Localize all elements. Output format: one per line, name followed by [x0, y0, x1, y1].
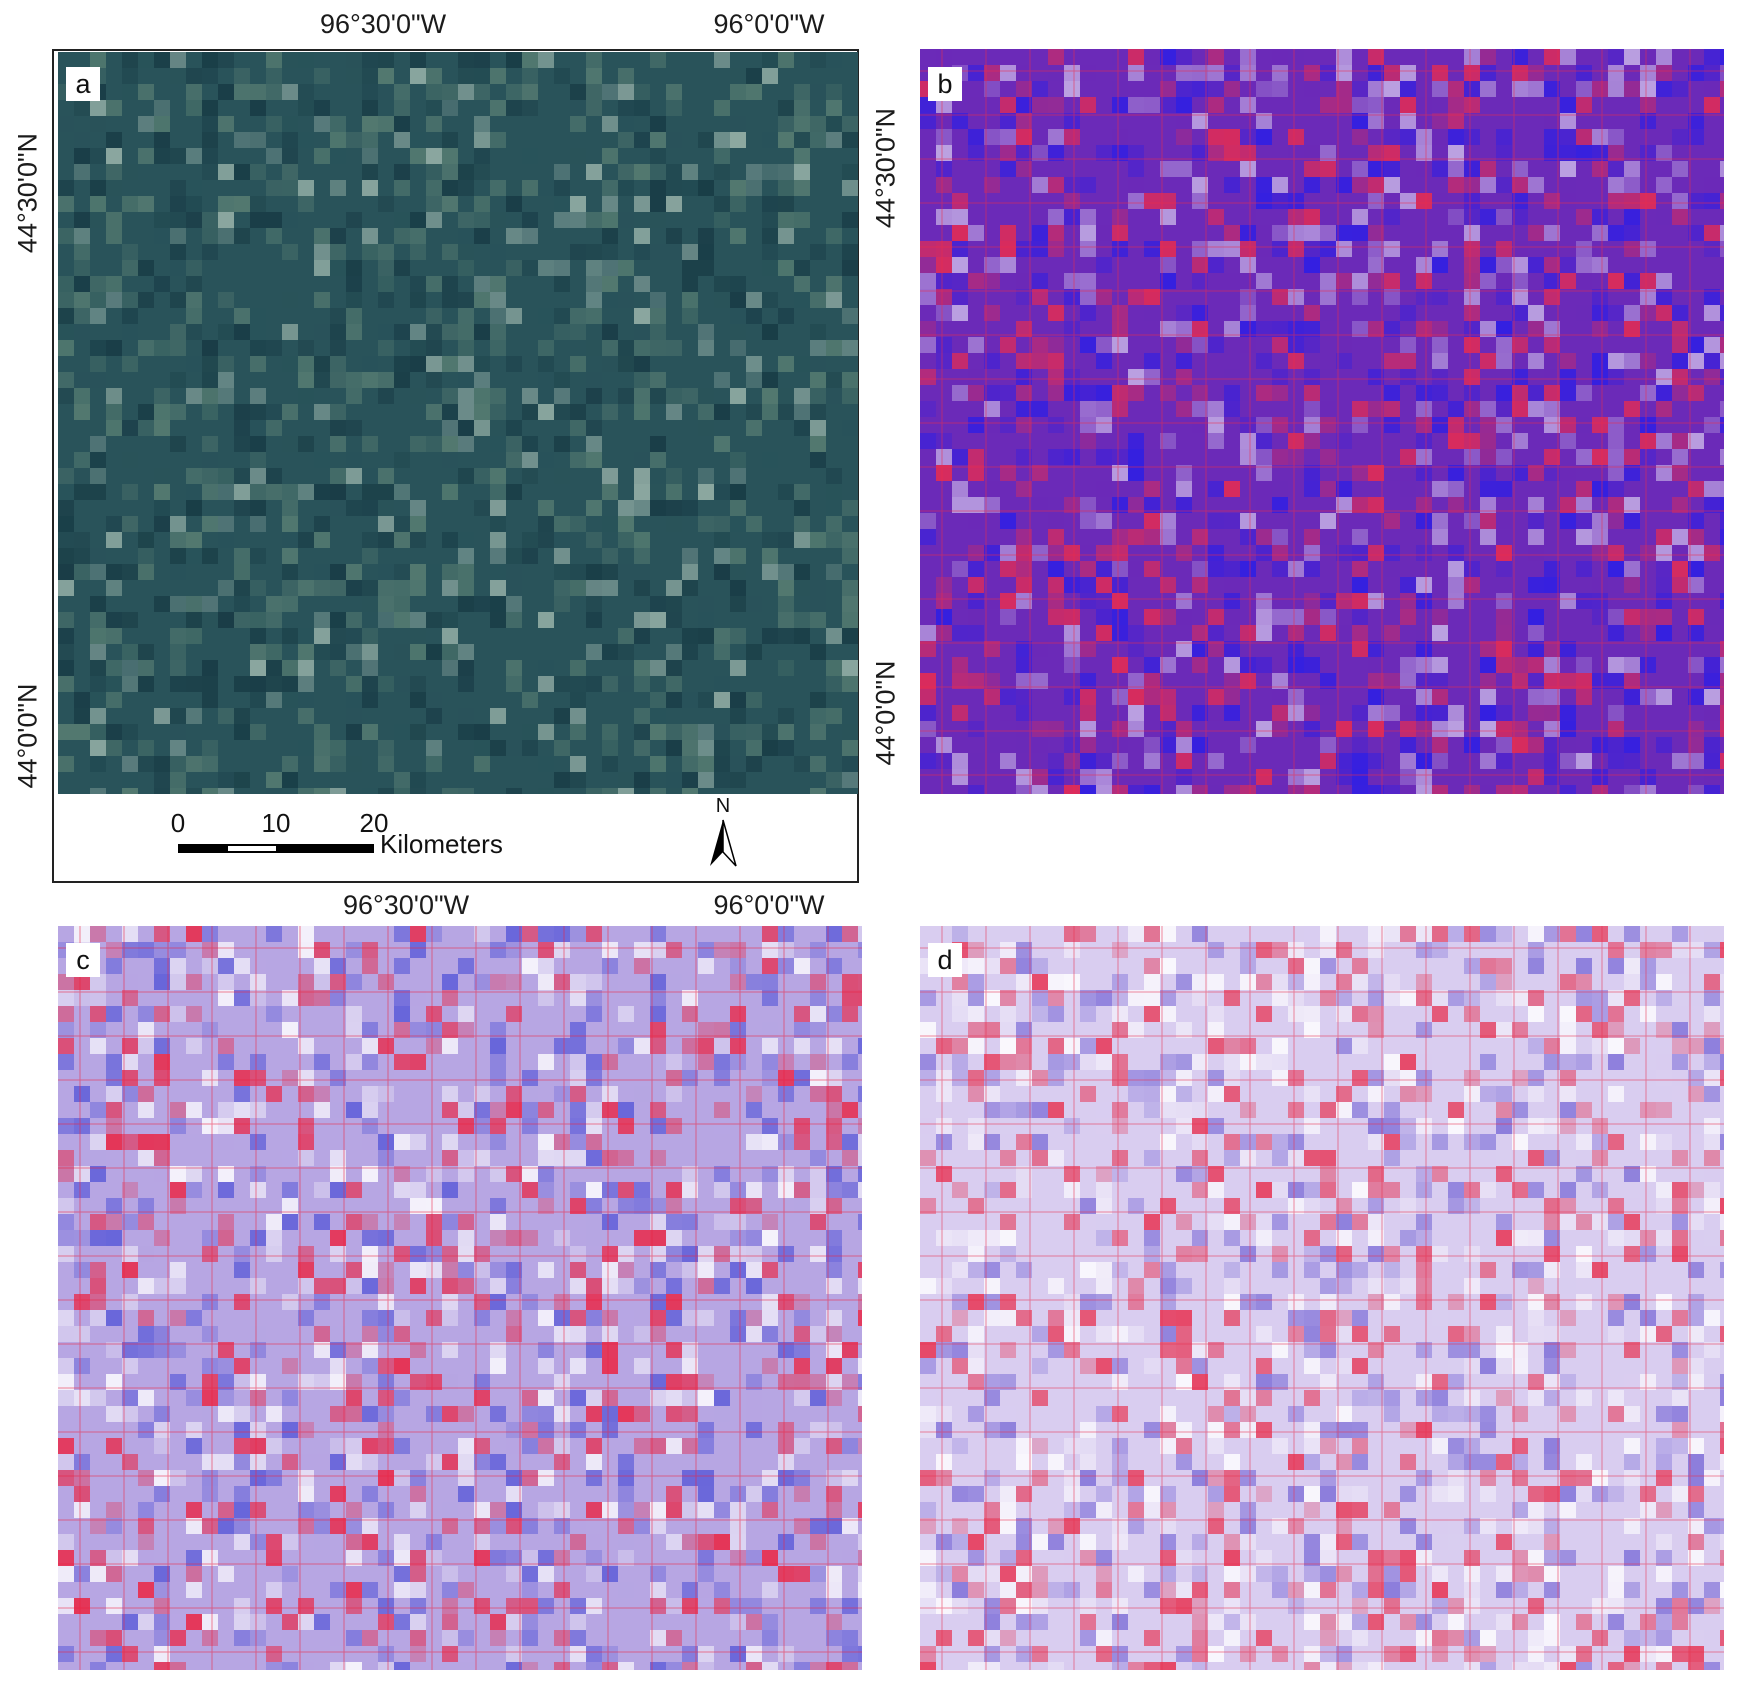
- map-panel-c: c: [58, 926, 862, 1670]
- top-longitude-label-2: 96°0'0"W: [713, 9, 825, 39]
- panel-label-a: a: [66, 67, 100, 101]
- scale-tick-0: 0: [170, 808, 186, 838]
- map-panel-a: a: [58, 52, 858, 794]
- bottom-longitude-label-1: 96°30'0"W: [342, 890, 470, 920]
- north-arrow: N: [705, 796, 741, 868]
- scale-bar-graphic: [178, 844, 374, 853]
- map-panel-b: b: [920, 49, 1724, 794]
- bottom-longitude-label-2: 96°0'0"W: [713, 890, 825, 920]
- north-arrow-icon: [710, 819, 737, 867]
- map-panel-d: d: [920, 926, 1724, 1670]
- scale-unit-label: Kilometers: [380, 829, 503, 859]
- right-latitude-label-1: 44°30'0"N: [870, 107, 901, 229]
- scale-tick-20: 20: [359, 808, 389, 838]
- right-latitude-label-2: 44°0'0"N: [870, 660, 901, 766]
- scale-tick-10: 10: [261, 808, 291, 838]
- north-letter: N: [715, 795, 731, 817]
- left-latitude-label-1: 44°30'0"N: [12, 132, 43, 254]
- imagery-raster-c: [58, 926, 862, 1670]
- imagery-raster-a: [58, 52, 858, 794]
- scale-bar: 0 10 20 Kilometers: [171, 808, 518, 859]
- imagery-raster-b: [920, 49, 1724, 794]
- panel-label-c: c: [66, 943, 100, 977]
- panel-label-b: b: [928, 67, 962, 101]
- scale-bar-white-segment: [228, 846, 276, 851]
- panel-label-d: d: [928, 943, 962, 977]
- top-longitude-label-1: 96°30'0"W: [319, 9, 447, 39]
- imagery-raster-d: [920, 926, 1724, 1670]
- left-latitude-label-2: 44°0'0"N: [12, 683, 43, 789]
